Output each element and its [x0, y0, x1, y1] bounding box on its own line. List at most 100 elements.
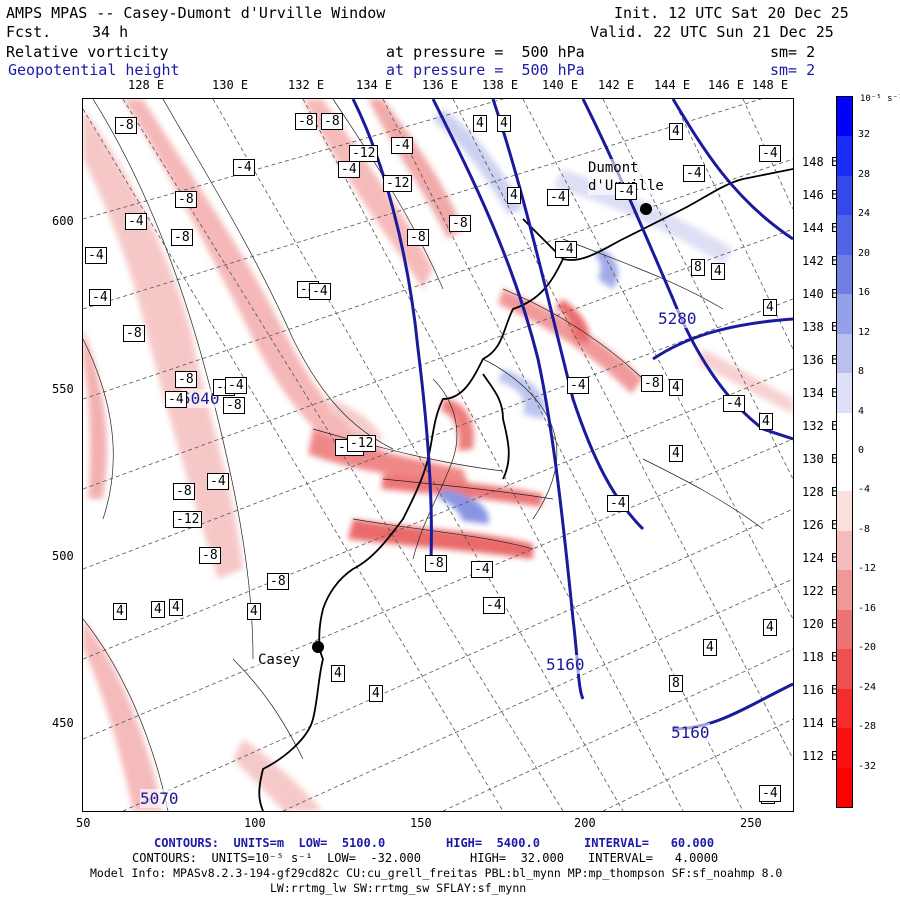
top-longitude-label: 128 E: [128, 78, 165, 92]
colorbar-swatch: [837, 136, 852, 177]
colorbar-swatch: [837, 97, 852, 137]
colorbar-swatch: [837, 767, 852, 808]
colorbar-swatch: [837, 294, 852, 335]
height-contour-label: 5280: [658, 309, 697, 328]
model-info-physics: LW:rrtmg_lw SW:rrtmg_sw SFLAY:sf_mynn: [270, 881, 527, 895]
top-longitude-label: 132 E: [288, 78, 325, 92]
vorticity-contour-label: -4: [555, 241, 577, 258]
vort-contour-info-b: HIGH= 32.000: [470, 851, 564, 865]
top-longitude-label: 138 E: [482, 78, 519, 92]
vorticity-contour-label: 4: [669, 379, 683, 396]
field2-smoothing: sm= 2: [770, 61, 816, 79]
right-latitude-label: 128 E: [802, 485, 839, 499]
height-contour-label: 5160: [546, 655, 585, 674]
colorbar-label: -4: [858, 484, 871, 496]
vorticity-contour-label: 4: [669, 123, 683, 140]
colorbar-label: -8: [858, 523, 871, 535]
colorbar-unit: 10⁻⁵ s⁻¹: [860, 94, 900, 104]
right-latitude-label: 148 E: [802, 155, 839, 169]
right-latitude-label: 114 E: [802, 716, 839, 730]
colorbar-swatch: [837, 373, 852, 414]
height-contour-info-a: CONTOURS: UNITS=m LOW= 5100.0: [154, 836, 386, 850]
right-latitude-label: 126 E: [802, 518, 839, 532]
vorticity-contour-label: -4: [338, 161, 360, 178]
top-longitude-label: 136 E: [422, 78, 459, 92]
vorticity-contour-label: -4: [471, 561, 493, 578]
field2-level: at pressure = 500 hPa: [386, 61, 585, 79]
vorticity-contour-label: -8: [407, 229, 429, 246]
colorbar-swatch: [837, 175, 852, 216]
right-latitude-label: 132 E: [802, 419, 839, 433]
colorbar-label: -12: [858, 563, 877, 575]
top-longitude-label: 148 E: [752, 78, 789, 92]
height-contour-label: 5040: [181, 389, 220, 408]
colorbar-label: -24: [858, 681, 877, 693]
vorticity-contour-label: -8: [321, 113, 343, 130]
colorbar-label: 4: [858, 405, 865, 417]
right-latitude-label: 142 E: [802, 254, 839, 268]
colorbar: [836, 96, 853, 808]
vorticity-contour-label: -8: [123, 325, 145, 342]
colorbar-label: 0: [858, 445, 865, 456]
vorticity-contour-label: -4: [615, 183, 637, 200]
right-latitude-label: 140 E: [802, 287, 839, 301]
colorbar-label: 32: [858, 129, 871, 141]
vorticity-contour-label: -12: [383, 175, 413, 192]
colorbar-label: -32: [858, 760, 877, 772]
vorticity-contour-label: -8: [115, 117, 137, 134]
colorbar-swatch: [837, 649, 852, 690]
field1-smoothing: sm= 2: [770, 43, 816, 61]
height-contour-info-c: INTERVAL= 60.000: [584, 836, 715, 850]
vorticity-contour-label: 8: [669, 675, 683, 692]
vorticity-contour-label: -12: [349, 145, 379, 162]
top-longitude-label: 140 E: [542, 78, 579, 92]
y-tick-label: 450: [52, 716, 74, 730]
init-time: Init. 12 UTC Sat 20 Dec 25: [614, 4, 849, 22]
casey-station-marker: [312, 641, 324, 653]
y-tick-label: 600: [52, 214, 74, 228]
x-tick-label: 100: [244, 816, 266, 830]
right-latitude-label: 124 E: [802, 551, 839, 565]
right-latitude-label: 112 E: [802, 749, 839, 763]
colorbar-label: -28: [858, 721, 877, 733]
vorticity-contour-label: -4: [759, 145, 781, 162]
vorticity-contour-label: 4: [151, 601, 165, 618]
top-longitude-label: 146 E: [708, 78, 745, 92]
colorbar-swatch: [837, 491, 852, 532]
vorticity-contour-label: 4: [497, 115, 511, 132]
vorticity-contour-label: -8: [449, 215, 471, 232]
vorticity-contour-label: 4: [703, 639, 717, 656]
vorticity-contour-label: -8: [641, 375, 663, 392]
vorticity-contour-label: -8: [295, 113, 317, 130]
height-contour-info-b: HIGH= 5400.0: [446, 836, 540, 850]
right-latitude-label: 118 E: [802, 650, 839, 664]
top-longitude-label: 134 E: [356, 78, 393, 92]
vorticity-contour-label: -4: [683, 165, 705, 182]
right-latitude-label: 136 E: [802, 353, 839, 367]
vorticity-contour-label: -4: [759, 785, 781, 802]
colorbar-swatch: [837, 333, 852, 374]
colorbar-swatch: [837, 609, 852, 650]
vorticity-contour-label: 4: [113, 603, 127, 620]
colorbar-label: 24: [858, 208, 871, 220]
top-longitude-label: 144 E: [654, 78, 691, 92]
vorticity-contour-label: 4: [247, 603, 261, 620]
vorticity-contour-label: -4: [547, 189, 569, 206]
right-latitude-label: 120 E: [802, 617, 839, 631]
vorticity-contour-label: 4: [759, 413, 773, 430]
chart-title: AMPS MPAS -- Casey-Dumont d'Urville Wind…: [6, 4, 386, 22]
vorticity-contour-label: -4: [125, 213, 147, 230]
vorticity-contour-label: -4: [89, 289, 111, 306]
valid-time: Valid. 22 UTC Sun 21 Dec 25: [590, 23, 834, 41]
right-latitude-label: 116 E: [802, 683, 839, 697]
colorbar-label: -20: [858, 642, 877, 654]
vorticity-contour-label: 4: [507, 187, 521, 204]
vort-contour-info-a: CONTOURS: UNITS=10⁻⁵ s⁻¹ LOW= -32.000: [132, 851, 421, 865]
vorticity-contour-label: -4: [225, 377, 247, 394]
colorbar-swatch: [837, 728, 852, 769]
vorticity-contour-label: -12: [173, 511, 203, 528]
vorticity-contour-label: -8: [267, 573, 289, 590]
colorbar-swatch: [837, 452, 852, 492]
x-tick-label: 150: [410, 816, 432, 830]
right-latitude-label: 134 E: [802, 386, 839, 400]
